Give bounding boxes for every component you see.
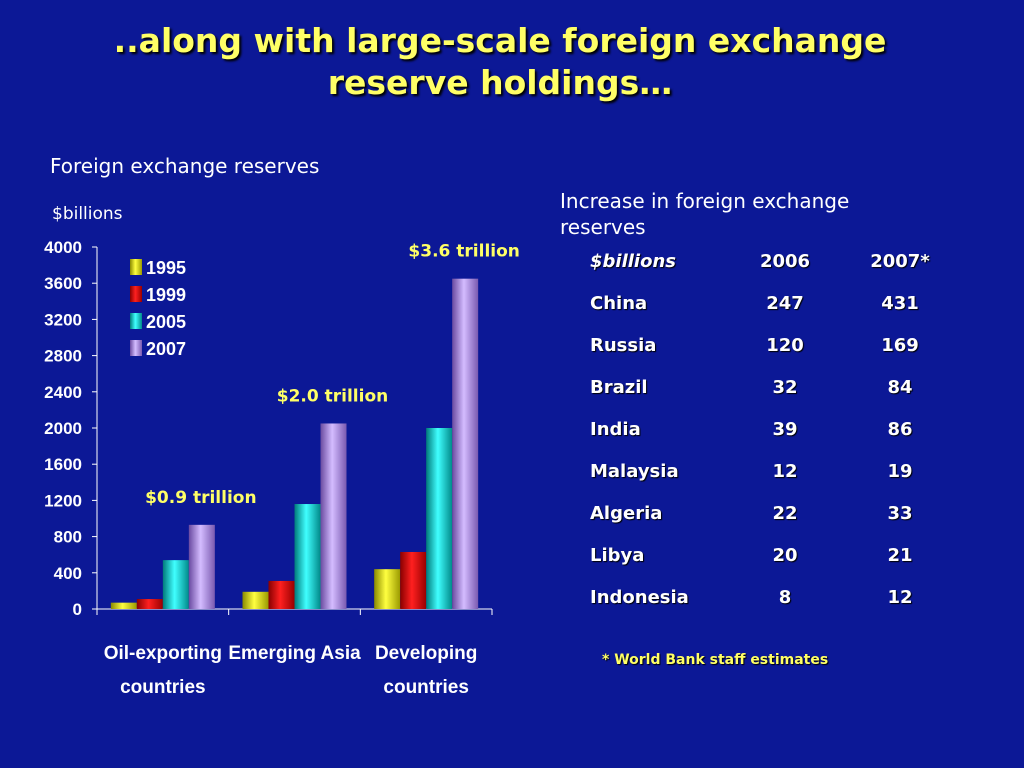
y-tick-label: 1600 — [44, 455, 82, 474]
bar-1995-0 — [110, 602, 137, 609]
bar-1999-2 — [400, 551, 427, 609]
x-category-label: countries — [120, 677, 206, 698]
table-row: Russia 120 169 — [580, 324, 960, 366]
legend-label: 1995 — [146, 258, 186, 278]
bar-1995-2 — [374, 569, 401, 609]
value-2007-cell: 84 — [887, 376, 913, 398]
y-tick-label: 4000 — [44, 238, 82, 257]
legend-swatch-1999 — [130, 286, 142, 302]
legend-label: 2007 — [146, 339, 186, 359]
bar-2005-2 — [426, 428, 453, 609]
country-cell: Brazil — [590, 376, 648, 398]
legend-swatch-1995 — [130, 259, 142, 275]
value-2006-cell: 247 — [766, 292, 804, 314]
x-category-label: Developing — [375, 643, 477, 664]
table-row: India 39 86 — [580, 408, 960, 450]
value-2007-cell: 19 — [887, 460, 913, 482]
value-2007-cell: 33 — [887, 502, 913, 524]
trillion-annotation: $3.6 trillion — [408, 242, 519, 262]
country-cell: Russia — [590, 334, 657, 356]
y-tick-label: 2800 — [44, 347, 82, 366]
table-row: Algeria 22 33 — [580, 492, 960, 534]
country-cell: Libya — [590, 544, 645, 566]
value-2006-cell: 8 — [778, 586, 792, 608]
value-2007-cell: 431 — [881, 292, 919, 314]
bar-1999-1 — [268, 580, 295, 609]
table-row: Libya 20 21 — [580, 534, 960, 576]
bar-2005-1 — [294, 504, 321, 609]
table-header-unit: $billions — [590, 250, 676, 272]
y-tick-label: 3200 — [44, 310, 82, 329]
table-row: China 247 431 — [580, 282, 960, 324]
country-cell: China — [590, 292, 648, 314]
bar-2007-0 — [188, 524, 215, 609]
slide-title: ..along with large-scale foreign exchang… — [113, 21, 887, 102]
country-cell: Algeria — [590, 502, 663, 524]
legend-swatch-2007 — [130, 340, 142, 356]
value-2006-cell: 20 — [772, 544, 798, 566]
table-row: Brazil 32 84 — [580, 366, 960, 408]
value-2006-cell: 32 — [772, 376, 798, 398]
trillion-annotation: $0.9 trillion — [145, 488, 256, 508]
legend-swatch-2005 — [130, 313, 142, 329]
footnote: * World Bank staff estimates — [602, 652, 829, 668]
legend-label: 1999 — [146, 285, 186, 305]
value-2007-cell: 21 — [887, 544, 913, 566]
country-cell: Indonesia — [590, 586, 689, 608]
y-tick-label: 400 — [54, 564, 82, 583]
country-cell: Malaysia — [590, 460, 679, 482]
y-tick-label: 3600 — [44, 274, 82, 293]
table-row: Indonesia 8 12 — [580, 576, 960, 618]
chart-heading: Foreign exchange reserves — [50, 154, 320, 178]
table-header-2006: 2006 — [759, 250, 811, 272]
value-2007-cell: 12 — [887, 586, 913, 608]
value-2007-cell: 86 — [887, 418, 913, 440]
trillion-annotation: $2.0 trillion — [277, 386, 388, 406]
chart-unit-label: $billions — [52, 204, 123, 224]
table-heading: Increase in foreign exchange reserves — [560, 189, 850, 239]
value-2006-cell: 120 — [766, 334, 804, 356]
country-cell: India — [590, 418, 641, 440]
legend-label: 2005 — [146, 312, 186, 332]
y-tick-label: 800 — [54, 528, 82, 547]
table-header-2007: 2007* — [870, 250, 930, 272]
table-header-row: $billions 2006 2007* — [580, 240, 960, 282]
x-category-label: Emerging Asia — [228, 643, 361, 664]
value-2006-cell: 22 — [772, 502, 798, 524]
bar-2007-2 — [452, 278, 479, 609]
y-tick-label: 2400 — [44, 383, 82, 402]
bar-2005-0 — [162, 560, 189, 609]
table-row: Malaysia 12 19 — [580, 450, 960, 492]
y-tick-label: 0 — [73, 600, 82, 619]
value-2006-cell: 39 — [772, 418, 798, 440]
value-2007-cell: 169 — [881, 334, 919, 356]
value-2006-cell: 12 — [772, 460, 798, 482]
y-tick-label: 1200 — [44, 491, 82, 510]
x-category-label: countries — [383, 677, 469, 698]
y-tick-label: 2000 — [44, 419, 82, 438]
bar-2007-1 — [320, 423, 347, 609]
reserves-table: $billions 2006 2007* China 247 431 Russia 12… — [580, 240, 960, 618]
bar-1995-1 — [242, 591, 269, 609]
x-category-label: Oil-exporting — [104, 643, 222, 664]
bar-1999-0 — [136, 599, 163, 609]
